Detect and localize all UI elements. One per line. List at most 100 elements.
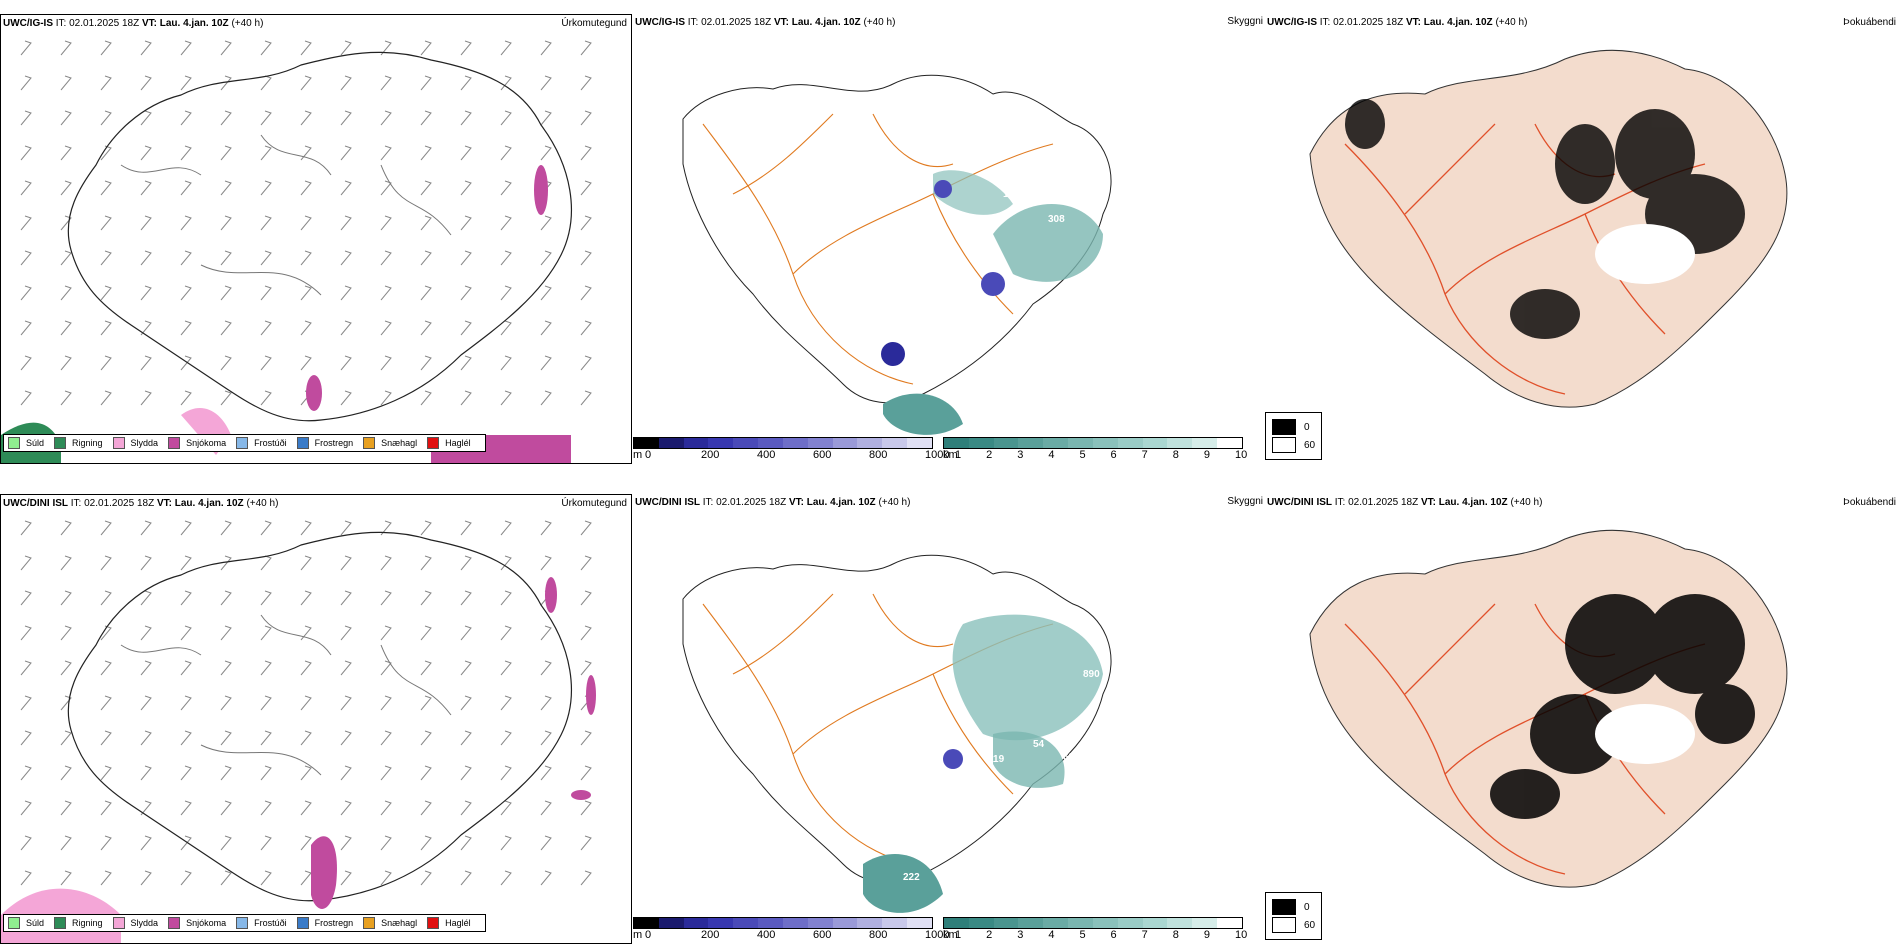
wind-barb [20, 555, 32, 571]
wind-barb [460, 660, 472, 676]
wind-barb [140, 730, 152, 746]
colorbar-cell [658, 438, 684, 448]
low-cloud [881, 342, 905, 366]
colorbar-tick: 400 [757, 929, 776, 941]
legend-label: Rigning [72, 918, 103, 928]
colorbar-tick: 4 [1048, 449, 1055, 461]
wind-barb [420, 520, 432, 536]
wind-barb [340, 835, 352, 851]
wind-barb [340, 800, 352, 816]
wind-barb [60, 520, 72, 536]
wind-barb [140, 215, 152, 231]
wind-barb [60, 75, 72, 91]
wind-barb [380, 180, 392, 196]
wind-barb [500, 40, 512, 56]
colorbar-tick: 800 [869, 929, 888, 941]
wind-barb [180, 40, 192, 56]
panel-header: UWC/DINI ISL IT: 02.01.2025 18Z VT: Lau.… [3, 498, 279, 509]
legend-swatch [112, 437, 125, 449]
colorbar-tick: 9 [1203, 449, 1210, 461]
wind-barb [580, 555, 592, 571]
wind-barb [20, 695, 32, 711]
wind-barb [20, 390, 32, 406]
wind-barb [60, 835, 72, 851]
legend-item-snæhagl: Snæhagl [363, 437, 417, 449]
wind-barb [420, 215, 432, 231]
wind-barb [460, 695, 472, 711]
wind-barb [220, 660, 232, 676]
colorbar-cell [882, 438, 908, 448]
wind-barb [500, 730, 512, 746]
wind-barb [340, 730, 352, 746]
legend-label: Snjókoma [186, 438, 227, 448]
cloudbase-colorbar: m 0 200 400 600 800 1000 [633, 437, 949, 463]
wind-barb [420, 110, 432, 126]
panel-title: Úrkomutegund [561, 18, 627, 29]
wind-barb [580, 590, 592, 606]
wind-barb [60, 625, 72, 641]
visibility-colorbar: km 1 2 3 4 5 6 7 8 9 10 [943, 917, 1247, 943]
legend-item-haglél: Haglél [427, 437, 471, 449]
wind-barb [300, 75, 312, 91]
colorbar-unit: km [943, 929, 958, 941]
wind-barb [300, 285, 312, 301]
visibility-colorbar: km 1 2 3 4 5 6 7 8 9 10 [943, 437, 1247, 463]
wind-barb [20, 40, 32, 56]
wind-barb [260, 730, 272, 746]
wind-barb [540, 215, 552, 231]
colorbar-cell [1117, 438, 1143, 448]
colorbar-tick: 10 [1235, 449, 1248, 461]
colorbar-cell [733, 438, 759, 448]
precip-panel-2: UWC/DINI ISL IT: 02.01.2025 18Z VT: Lau.… [0, 494, 632, 944]
wind-barb [260, 660, 272, 676]
wind-barb [340, 180, 352, 196]
vis-value: 183 [1073, 284, 1090, 295]
wind-barb [100, 215, 112, 231]
wind-barb [340, 520, 352, 536]
vis-area [993, 204, 1103, 282]
colorbar-tick: 800 [869, 449, 888, 461]
wind-barb [380, 625, 392, 641]
legend-label: Frostúði [254, 918, 287, 928]
legend-item-snjókoma: Snjókoma [168, 437, 226, 449]
wind-barb [180, 870, 192, 886]
wind-barb [500, 695, 512, 711]
colorbar-tick: 1000 [925, 929, 950, 941]
wind-barb [540, 800, 552, 816]
fog-map [1309, 49, 1788, 408]
wind-barb [300, 250, 312, 266]
wind-barb [500, 660, 512, 676]
roads [702, 113, 1054, 385]
wind-barb [20, 835, 32, 851]
visibility-map [682, 74, 1112, 435]
wind-barb [100, 320, 112, 336]
wind-barb [420, 180, 432, 196]
wind-barb [180, 660, 192, 676]
wind-barb [500, 75, 512, 91]
colorbar-cell [944, 438, 969, 448]
wind-barb [580, 180, 592, 196]
wind-barb [20, 250, 32, 266]
colorbar-cell [1043, 918, 1069, 928]
wind-barb [20, 800, 32, 816]
colorbar-cell [683, 438, 709, 448]
vis-value: 308 [1048, 214, 1065, 225]
colorbar-cell [1018, 918, 1044, 928]
colorbar-cell [782, 438, 808, 448]
colorbar-cell [1068, 438, 1093, 448]
colorbar-cell [1018, 438, 1044, 448]
snow-patch [311, 836, 337, 909]
wind-barb [220, 390, 232, 406]
wind-barb [460, 75, 472, 91]
legend-label: Rigning [72, 438, 103, 448]
wind-barb [220, 145, 232, 161]
wind-barb [420, 835, 432, 851]
colorbar-cell [993, 438, 1019, 448]
wind-barb [20, 145, 32, 161]
wind-barb [500, 145, 512, 161]
wind-barb [380, 110, 392, 126]
wind-barb [380, 320, 392, 336]
colorbar-tick: 8 [1172, 929, 1179, 941]
wind-barb [380, 800, 392, 816]
wind-barb [460, 590, 472, 606]
